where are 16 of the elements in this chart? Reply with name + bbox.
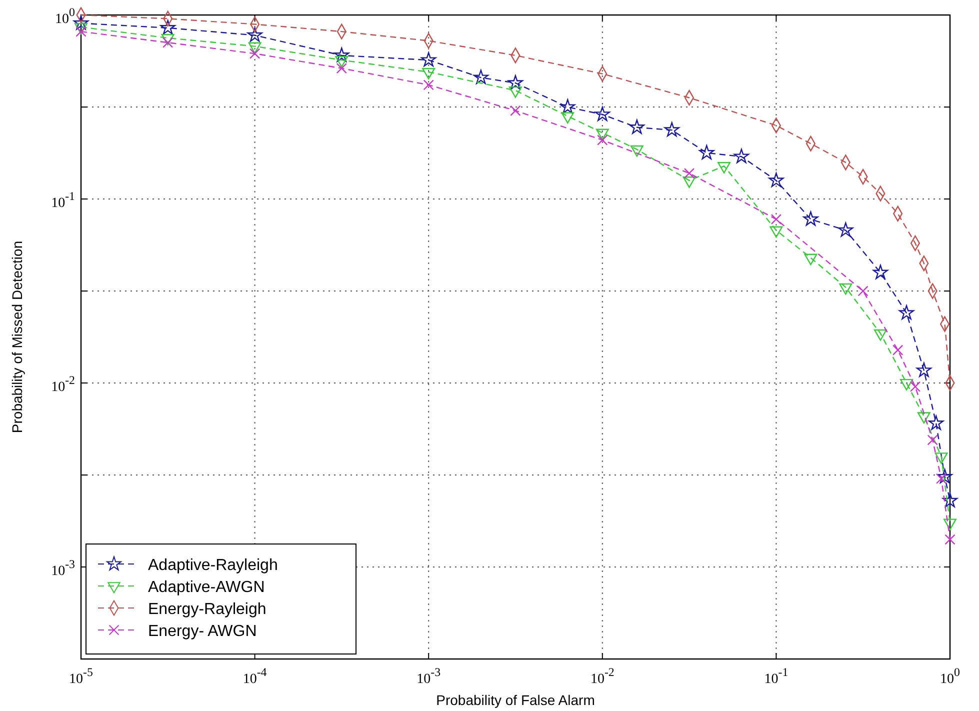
x-tick-label: 10$^{-3}$ [416, 665, 441, 687]
x-tick-label: 10$^{0}$ [940, 665, 960, 687]
y-tick-label: 10$^{-2}$ [51, 372, 76, 395]
y-tick-label: 10$^{-1}$ [51, 188, 76, 211]
y-tick-label: 10$^{-3}$ [51, 556, 76, 579]
x-tick-label: 10$^{-2}$ [590, 665, 614, 687]
x-tick-label: 10$^{-4}$ [242, 665, 267, 687]
x-axis-title: Probability of False Alarm [436, 692, 595, 708]
x-tick-label: 10$^{-5}$ [69, 665, 94, 687]
x-tick-label: 10$^{-1}$ [764, 665, 788, 687]
legend-label: Energy- AWGN [148, 623, 257, 640]
legend-label: Adaptive-Rayleigh [148, 557, 278, 574]
legend-label: Adaptive-AWGN [148, 579, 265, 596]
legend-label: Energy-Rayleigh [148, 601, 266, 618]
y-axis-title: Probability of Missed Detection [9, 240, 25, 434]
y-tick-label: 10$^{0}$ [55, 5, 76, 27]
